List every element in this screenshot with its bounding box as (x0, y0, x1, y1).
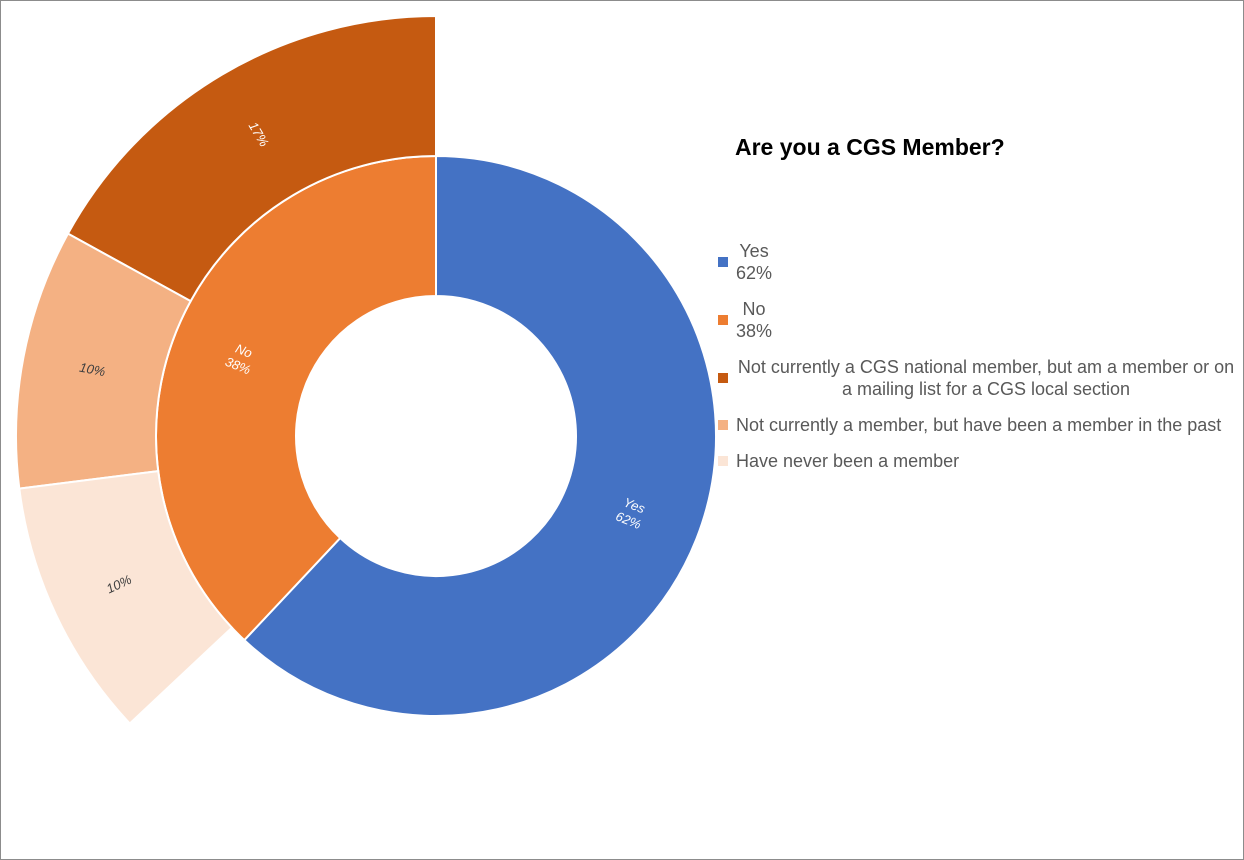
legend-label-text: No (742, 299, 766, 319)
legend-swatch (718, 420, 728, 430)
legend-swatch (718, 373, 728, 383)
legend-value-text: 38% (736, 321, 773, 341)
inner-ring (155, 154, 717, 717)
legend-label: Not currently a member, but have been a … (736, 414, 1221, 436)
inner-slice-yes (242, 154, 717, 717)
outer-slice-3 (18, 469, 234, 725)
legend-label-text: Have never been a member (736, 451, 960, 471)
legend-item-no: No 38% (718, 298, 1238, 342)
outer-slice-2 (15, 232, 192, 490)
legend-swatch (718, 315, 728, 325)
legend-label-text: Not currently a member, but have been a … (736, 415, 1222, 435)
legend-label: No 38% (736, 298, 772, 342)
outer-ring (15, 14, 437, 725)
legend-swatch (718, 456, 728, 466)
outer-slice-1 (66, 14, 437, 303)
legend-item-not-currently-a-member-but-have-been-a-m: Not currently a member, but have been a … (718, 414, 1238, 436)
legend-item-have-never-been-a-member: Have never been a member (718, 450, 1238, 472)
outer-label-2: 10% (78, 360, 106, 380)
legend-label-text: Not currently a CGS national member, but… (737, 357, 1235, 399)
legend-label: Not currently a CGS national member, but… (736, 356, 1236, 400)
legend: Yes 62% No 38% Not currently a CGS national … (718, 240, 1238, 486)
legend-item-yes: Yes 62% (718, 240, 1238, 284)
legend-label: Yes 62% (736, 240, 772, 284)
chart-title: Are you a CGS Member? (735, 134, 1005, 160)
legend-label-text: Yes (739, 241, 769, 261)
legend-value-text: 62% (736, 263, 773, 283)
legend-swatch (718, 257, 728, 267)
legend-item-not-currently-a-cgs-national-member-but-: Not currently a CGS national member, but… (718, 356, 1238, 400)
legend-label: Have never been a member (736, 450, 959, 472)
